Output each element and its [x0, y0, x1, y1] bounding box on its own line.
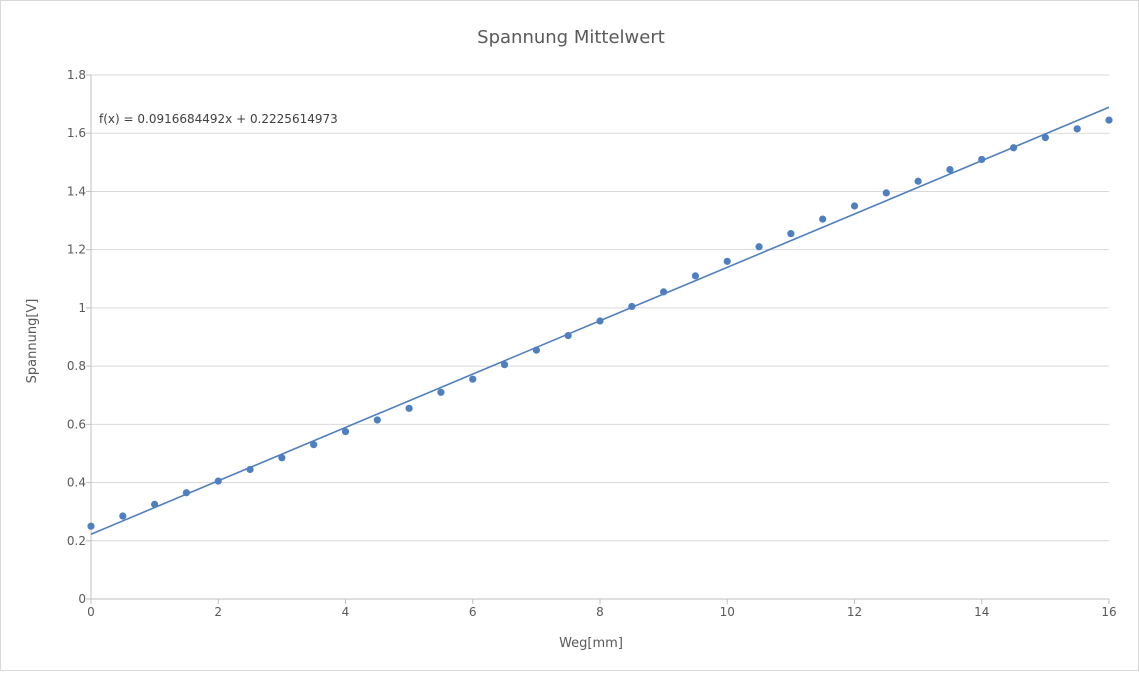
y-tick-label: 1.4 — [67, 184, 86, 198]
x-tick-label: 14 — [974, 605, 989, 619]
y-tick-label: 0.8 — [67, 359, 86, 373]
y-axis-label: Spannung[V] — [25, 299, 40, 384]
data-point — [1009, 144, 1018, 152]
data-point — [500, 361, 509, 369]
data-point — [628, 302, 636, 311]
data-point — [787, 230, 795, 238]
y-tick-label: 1.8 — [67, 68, 86, 82]
x-tick-label: 8 — [596, 605, 604, 619]
data-point — [437, 388, 445, 396]
y-tick-label: 0 — [78, 592, 86, 606]
y-tick-label: 0.2 — [67, 534, 86, 548]
y-tick-label: 0.4 — [67, 476, 86, 490]
x-axis-ticks: 0 2 4 6 8 10 12 14 16 — [87, 599, 1117, 619]
data-point — [978, 155, 986, 164]
data-point — [946, 166, 954, 174]
y-tick-label: 1.2 — [67, 243, 86, 257]
data-point — [310, 441, 318, 449]
data-point — [1073, 125, 1081, 133]
data-point — [819, 215, 827, 223]
data-point — [405, 404, 413, 412]
data-point — [87, 522, 95, 530]
data-point — [1041, 133, 1049, 142]
gridlines — [91, 74, 1109, 542]
data-point — [373, 416, 381, 424]
data-point — [660, 288, 668, 296]
y-axis-ticks: 0 0.2 0.4 0.6 0.8 1 1.2 1.4 1.6 1.8 — [67, 68, 91, 606]
data-point — [564, 331, 572, 340]
x-tick-label: 16 — [1101, 605, 1116, 619]
data-point — [532, 346, 540, 354]
data-point — [755, 243, 763, 251]
data-point — [469, 375, 477, 383]
x-tick-label: 2 — [214, 605, 222, 619]
data-point — [914, 177, 922, 185]
x-tick-label: 6 — [469, 605, 477, 619]
y-tick-label: 0.6 — [67, 417, 86, 431]
y-tick-label: 1.6 — [67, 126, 86, 140]
x-tick-label: 10 — [720, 605, 735, 619]
data-point — [723, 257, 731, 265]
data-point — [691, 272, 700, 280]
x-axis-label: Weg[mm] — [559, 636, 623, 651]
data-point — [278, 454, 286, 462]
data-point — [151, 500, 159, 508]
data-point — [119, 512, 127, 520]
chart-title: Spannung Mittelwert — [477, 27, 665, 48]
data-point — [596, 317, 604, 325]
x-tick-label: 0 — [87, 605, 95, 619]
data-point — [341, 428, 350, 436]
data-point — [882, 189, 890, 197]
trendline-equation: f(x) = 0.0916684492x + 0.2225614973 — [99, 112, 338, 126]
x-tick-label: 4 — [342, 605, 350, 619]
data-point — [182, 489, 191, 497]
data-point — [850, 202, 859, 210]
axes — [90, 75, 1109, 600]
data-point — [246, 465, 254, 474]
data-point — [1105, 116, 1113, 124]
data-point — [214, 477, 222, 485]
data-points — [87, 116, 1113, 530]
x-tick-label: 12 — [847, 605, 862, 619]
y-tick-label: 1 — [78, 301, 86, 315]
